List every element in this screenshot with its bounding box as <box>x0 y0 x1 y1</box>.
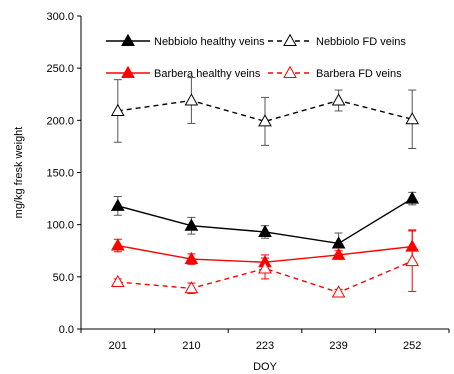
legend-item: Nebbiolo FD veins <box>268 33 406 48</box>
data-point-marker <box>258 261 272 274</box>
legend-item: Barbera healthy veins <box>106 65 261 80</box>
data-point-marker <box>331 285 346 298</box>
data-point-marker <box>184 251 199 265</box>
legend-item: Nebbiolo healthy veins <box>106 33 265 48</box>
legend-marker <box>121 65 135 78</box>
series-1 <box>110 191 420 255</box>
x-tick-label: 252 <box>403 340 421 352</box>
series-group <box>110 77 420 298</box>
y-tick-label: 300.0 <box>46 11 74 23</box>
data-point-marker <box>184 281 199 294</box>
legend-label: Barbera FD veins <box>316 68 402 80</box>
y-tick-label: 0.0 <box>59 324 74 336</box>
legend-label: Barbera healthy veins <box>154 68 261 80</box>
legend-label: Nebbiolo FD veins <box>316 36 406 48</box>
x-tick-label: 201 <box>109 340 127 352</box>
data-point-marker <box>184 93 199 106</box>
legend-marker <box>283 65 297 78</box>
y-tick-label: 150.0 <box>46 168 74 180</box>
data-point-marker <box>110 238 125 251</box>
x-axis: 201 210 223 239 252 <box>80 329 450 352</box>
y-tick-label: 250.0 <box>46 63 74 75</box>
legend-label: Nebbiolo healthy veins <box>154 36 265 48</box>
data-point-marker <box>331 93 346 106</box>
data-point-marker <box>405 191 420 204</box>
x-tick-label: 239 <box>329 340 347 352</box>
x-axis-title: DOY <box>253 361 278 373</box>
y-tick-label: 50.0 <box>53 272 74 284</box>
x-tick-label: 223 <box>256 340 274 352</box>
legend-marker <box>121 33 135 46</box>
series-line <box>117 260 413 294</box>
data-point-marker <box>110 198 125 211</box>
series-line <box>117 99 413 123</box>
x-tick-label: 210 <box>182 340 200 352</box>
legend-item: Barbera FD veins <box>268 65 402 80</box>
y-tick-label: 200.0 <box>46 115 74 127</box>
data-point-marker <box>331 247 346 260</box>
series-2 <box>110 77 420 150</box>
legend-marker <box>283 33 297 46</box>
series-4 <box>110 230 420 298</box>
data-point-marker <box>405 253 420 267</box>
data-point-marker <box>184 218 199 231</box>
data-point-marker <box>258 114 272 127</box>
data-point-marker <box>110 274 125 288</box>
y-axis-title: mg/kg fresk weight <box>13 127 25 219</box>
legend: Nebbiolo healthy veins Nebbiolo FD veins B… <box>106 33 406 80</box>
data-point-marker <box>405 112 420 125</box>
y-tick-label: 100.0 <box>46 220 74 232</box>
data-point-marker <box>258 224 272 237</box>
data-point-marker <box>110 103 125 116</box>
y-axis: 0.0 50.0 100.0 150.0 200.0 250.0 300.0 <box>46 11 81 336</box>
